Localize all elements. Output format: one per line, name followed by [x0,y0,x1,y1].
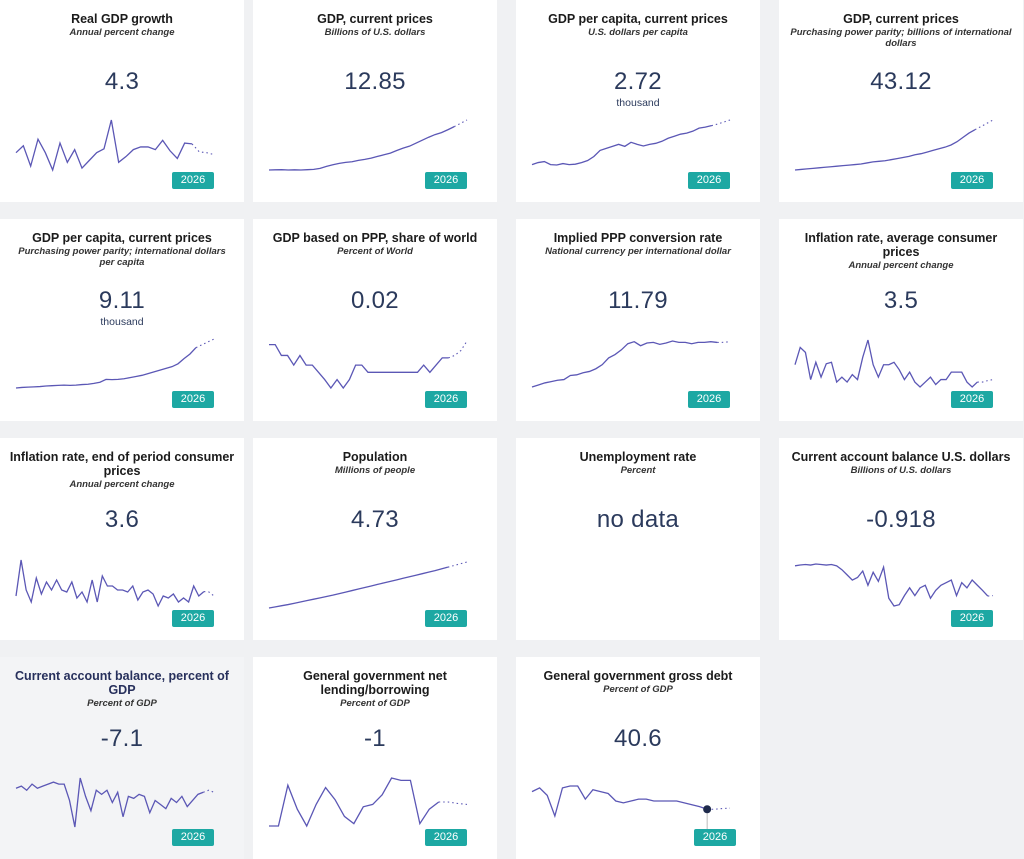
year-badge[interactable]: 2026 [172,172,214,189]
sparkline-forecast-series [711,120,730,126]
sparkline-historical-series [532,786,707,816]
indicator-card[interactable]: General government net lending/borrowing… [253,657,497,859]
sparkline-forecast-series [204,592,214,596]
year-badge[interactable]: 2026 [172,391,214,408]
sparkline-historical-series [269,567,448,608]
year-badge[interactable]: 2026 [425,610,467,627]
sparkline-forecast-series [448,562,467,567]
sparkline-forecast-series [196,339,214,348]
sparkline-historical-series [795,340,977,387]
sparkline-historical-series [795,564,988,606]
sparkline-historical-series [795,130,975,170]
indicator-subtitle: Percent [522,465,754,476]
sparkline-forecast-series [717,342,730,343]
indicator-value: no data [516,506,760,534]
year-badge[interactable]: 2026 [172,829,214,846]
sparkline-forecast-series [203,790,214,792]
sparkline-forecast-series [192,144,214,155]
sparkline-historical-series [16,120,192,170]
sparkline-forecast-series [439,802,467,804]
sparkline-historical-series [16,560,204,606]
sparkline-historical-series [16,778,203,827]
year-badge[interactable]: 2026 [425,829,467,846]
selected-year-marker[interactable] [703,805,711,813]
sparkline-historical-series [16,348,196,388]
sparkline-historical-series [532,341,717,387]
indicator-title: Unemployment rate [522,450,754,464]
year-badge[interactable]: 2026 [951,391,993,408]
year-badge[interactable]: 2026 [425,172,467,189]
year-badge[interactable]: 2026 [425,391,467,408]
sparkline-historical-series [269,127,454,170]
indicator-card[interactable]: Inflation rate, end of period consumer p… [0,438,244,640]
year-badge[interactable]: 2026 [694,829,736,846]
year-badge[interactable]: 2026 [688,172,730,189]
year-badge[interactable]: 2026 [688,391,730,408]
year-badge[interactable]: 2026 [951,610,993,627]
year-badge[interactable]: 2026 [951,172,993,189]
sparkline-forecast-series [977,380,993,382]
sparkline-historical-series [269,778,439,826]
sparkline-historical-series [269,345,448,388]
sparkline-historical-series [532,126,711,165]
sparkline-forecast-series [975,120,993,130]
sparkline-forecast-series [448,341,467,358]
sparkline-forecast-series [454,120,467,127]
year-badge[interactable]: 2026 [172,610,214,627]
